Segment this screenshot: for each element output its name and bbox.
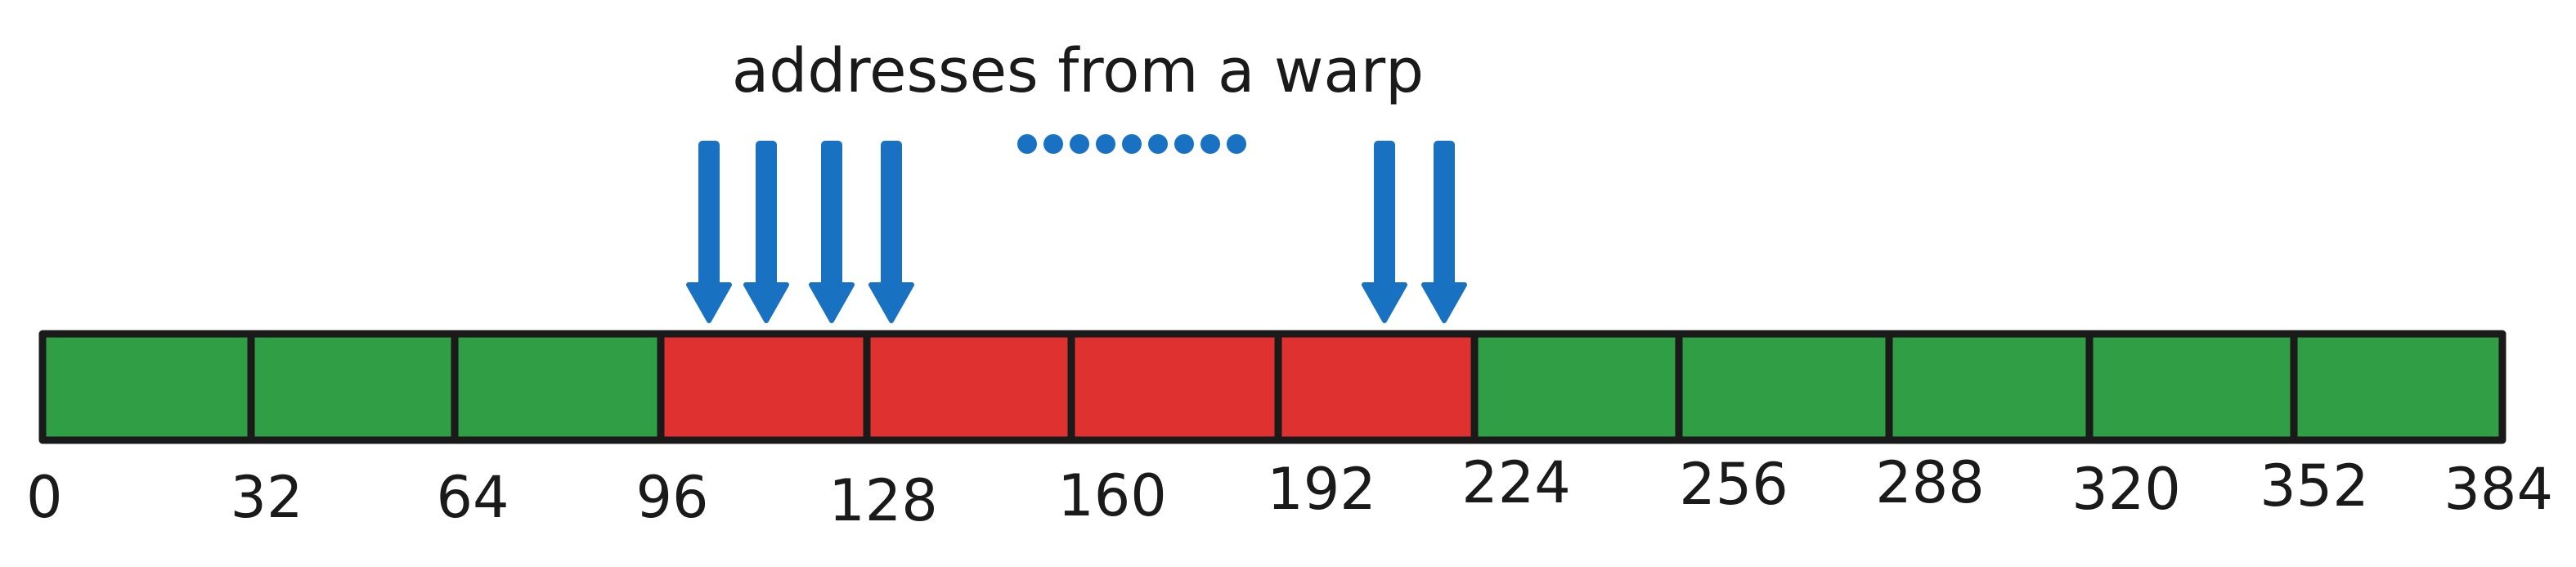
memory-segment-160-accessed: [1067, 330, 1282, 444]
warp-address-arrows: [686, 141, 1467, 323]
tick-label-128: 128: [828, 467, 938, 534]
memory-segment-0-unused: [38, 330, 255, 444]
memory-segments: [38, 330, 2506, 444]
tick-label-352: 352: [2260, 452, 2369, 520]
memory-segment-224-unused: [1470, 330, 1683, 444]
tick-label-224: 224: [1461, 449, 1571, 516]
memory-segment-32-unused: [247, 330, 459, 444]
dots-icon: [1200, 134, 1220, 154]
dots-icon: [1174, 134, 1194, 154]
memory-segment-128-accessed: [863, 330, 1075, 444]
memory-segment-288-unused: [1885, 330, 2094, 444]
ellipsis-dots: [1017, 134, 1246, 154]
tick-label-288: 288: [1875, 449, 1985, 516]
memory-segment-64-unused: [451, 330, 665, 444]
tick-label-0: 0: [26, 464, 63, 531]
dots-icon: [1017, 134, 1037, 154]
diagram-title: addresses from a warp: [732, 36, 1424, 106]
memory-segment-320-unused: [2085, 330, 2298, 444]
tick-label-32: 32: [230, 464, 303, 531]
dots-icon: [1043, 134, 1063, 154]
dots-icon: [1122, 134, 1142, 154]
down-arrow-icon: [1362, 141, 1407, 323]
dots-icon: [1070, 134, 1089, 154]
down-arrow-icon: [868, 141, 914, 323]
dots-icon: [1096, 134, 1115, 154]
tick-label-64: 64: [436, 464, 509, 531]
tick-label-192: 192: [1267, 456, 1376, 523]
memory-segment-96-accessed: [657, 330, 871, 444]
tick-label-96: 96: [635, 464, 708, 531]
tick-label-256: 256: [1679, 451, 1788, 518]
memory-segment-352-unused: [2290, 330, 2506, 444]
dots-icon: [1148, 134, 1168, 154]
dots-icon: [1227, 134, 1246, 154]
tick-label-384: 384: [2444, 456, 2553, 523]
address-tick-labels: 0 32 64 96 128 160 192 224 256 288 320 352 384: [26, 449, 2553, 534]
down-arrow-icon: [743, 141, 789, 323]
memory-segment-256-unused: [1675, 330, 1893, 444]
down-arrow-icon: [686, 141, 732, 323]
memory-segment-192-accessed: [1274, 330, 1479, 444]
tick-label-320: 320: [2071, 456, 2181, 523]
down-arrow-icon: [809, 141, 855, 323]
down-arrow-icon: [1421, 141, 1467, 323]
tick-label-160: 160: [1057, 462, 1167, 529]
